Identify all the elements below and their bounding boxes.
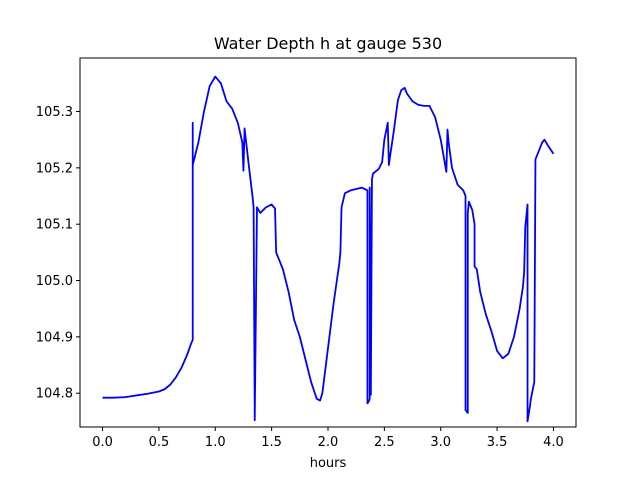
x-tick-label: 3.0 bbox=[430, 435, 451, 450]
x-tick-label: 4.0 bbox=[543, 435, 564, 450]
series-line-1 bbox=[102, 75, 555, 423]
x-tick-label: 3.5 bbox=[487, 435, 508, 450]
y-axis: 104.8 104.9 105.0 105.1 105.2 105.3 bbox=[36, 105, 80, 402]
series-layer bbox=[102, 75, 555, 423]
y-tick-label: 105.1 bbox=[36, 218, 73, 233]
x-axis-label: hours bbox=[310, 456, 347, 471]
chart-title: Water Depth h at gauge 530 bbox=[214, 34, 442, 53]
x-tick-label: 0.0 bbox=[92, 435, 113, 450]
x-tick-label: 2.5 bbox=[374, 435, 395, 450]
y-tick-label: 104.9 bbox=[36, 330, 73, 345]
x-axis: 0.0 0.5 1.0 1.5 2.0 2.5 3.0 3.5 4.0 bbox=[92, 427, 564, 450]
y-tick-label: 105.2 bbox=[36, 161, 73, 176]
x-tick-label: 2.0 bbox=[318, 435, 339, 450]
y-tick-label: 105.3 bbox=[36, 105, 73, 120]
y-tick-label: 105.0 bbox=[36, 274, 73, 289]
x-tick-label: 1.5 bbox=[261, 435, 282, 450]
x-tick-label: 1.0 bbox=[205, 435, 226, 450]
x-tick-label: 0.5 bbox=[149, 435, 170, 450]
y-tick-label: 104.8 bbox=[36, 387, 73, 402]
